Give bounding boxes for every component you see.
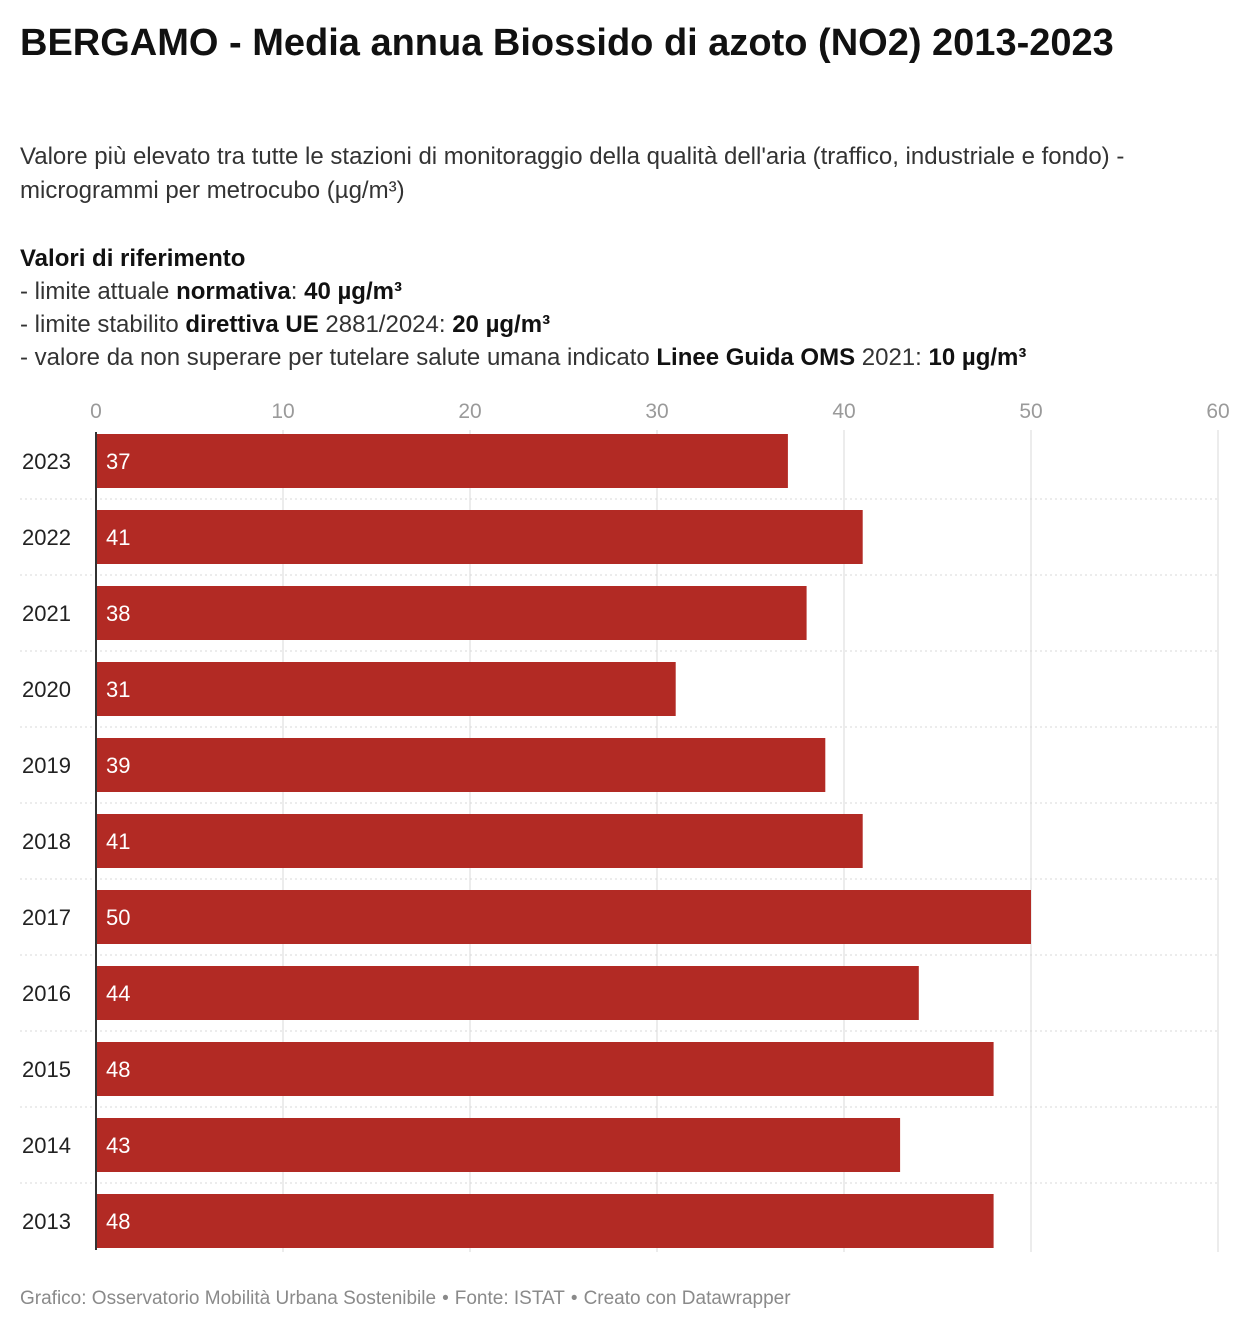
reference-value: 40 µg/m³ — [304, 278, 402, 305]
reference-heading: Valori di riferimento — [20, 245, 246, 272]
category-label: 2017 — [22, 905, 71, 930]
x-tick-label: 30 — [645, 400, 668, 423]
category-label: 2018 — [22, 829, 71, 854]
reference-prefix: - limite stabilito — [20, 311, 186, 338]
value-label: 48 — [106, 1209, 130, 1234]
reference-item: - limite stabilito direttiva UE 2881/202… — [20, 308, 1220, 341]
value-label: 37 — [106, 449, 130, 474]
category-label: 2014 — [22, 1133, 71, 1158]
value-label: 41 — [106, 829, 130, 854]
x-tick-label: 20 — [458, 400, 481, 423]
x-tick-label: 40 — [832, 400, 855, 423]
value-label: 39 — [106, 753, 130, 778]
category-label: 2016 — [22, 981, 71, 1006]
footer-source: Fonte: ISTAT — [454, 1288, 565, 1309]
reference-bold: Linee Guida OMS — [656, 344, 856, 371]
reference-middle: 2021: — [855, 344, 929, 371]
x-tick-label: 10 — [271, 400, 294, 423]
bar — [96, 434, 788, 488]
reference-middle: 2881/2024: — [318, 311, 453, 338]
bar — [96, 1042, 994, 1096]
reference-prefix: - valore da non superare per tutelare sa… — [20, 344, 657, 371]
category-label: 2020 — [22, 677, 71, 702]
footer-separator: • — [442, 1288, 449, 1309]
bar — [96, 510, 863, 564]
footer-credit: Grafico: Osservatorio Mobilità Urbana So… — [20, 1288, 437, 1309]
category-label: 2023 — [22, 449, 71, 474]
value-label: 50 — [106, 905, 130, 930]
bar — [96, 738, 826, 792]
value-label: 44 — [106, 981, 130, 1006]
x-tick-label: 60 — [1206, 400, 1229, 423]
footer-tool: Creato con Datawrapper — [583, 1288, 791, 1309]
x-tick-label: 0 — [90, 400, 102, 423]
reference-middle: : — [290, 278, 305, 305]
bar-chart: 0 10 20 30 40 50 60 2023 37 2022 41 2021 38 2020 31 201… — [20, 400, 1230, 1252]
footer-separator: • — [570, 1288, 578, 1309]
x-tick-label: 50 — [1019, 400, 1042, 423]
reference-value: 10 µg/m³ — [928, 344, 1027, 371]
bar — [96, 586, 807, 640]
reference-item: - limite attuale normativa: 40 µg/m³ — [20, 275, 1220, 308]
chart-subtitle: Valore più elevato tra tutte le stazioni… — [20, 143, 1125, 204]
category-label: 2013 — [22, 1209, 71, 1234]
chart-title: BERGAMO - Media annua Biossido di azoto … — [20, 22, 1114, 64]
reference-bold: normativa — [176, 278, 291, 305]
category-label: 2019 — [22, 753, 71, 778]
reference-values: Valori di riferimento - limite attuale n… — [20, 242, 1220, 374]
bar — [96, 890, 1031, 944]
reference-bold: direttiva UE — [185, 311, 319, 338]
reference-item: - valore da non superare per tutelare sa… — [20, 341, 1220, 374]
chart-footer: Grafico: Osservatorio Mobilità Urbana So… — [20, 1288, 791, 1310]
value-label: 41 — [106, 525, 130, 550]
bar — [96, 814, 863, 868]
value-label: 43 — [106, 1133, 130, 1158]
bar — [96, 1118, 901, 1172]
value-label: 38 — [106, 601, 130, 626]
reference-value: 20 µg/m³ — [452, 311, 551, 338]
bar — [96, 662, 676, 716]
reference-prefix: - limite attuale — [20, 278, 177, 305]
category-label: 2021 — [22, 601, 71, 626]
bar — [96, 966, 919, 1020]
category-label: 2015 — [22, 1057, 71, 1082]
bar — [96, 1194, 994, 1248]
value-label: 48 — [106, 1057, 130, 1082]
value-label: 31 — [106, 677, 130, 702]
category-label: 2022 — [22, 525, 71, 550]
